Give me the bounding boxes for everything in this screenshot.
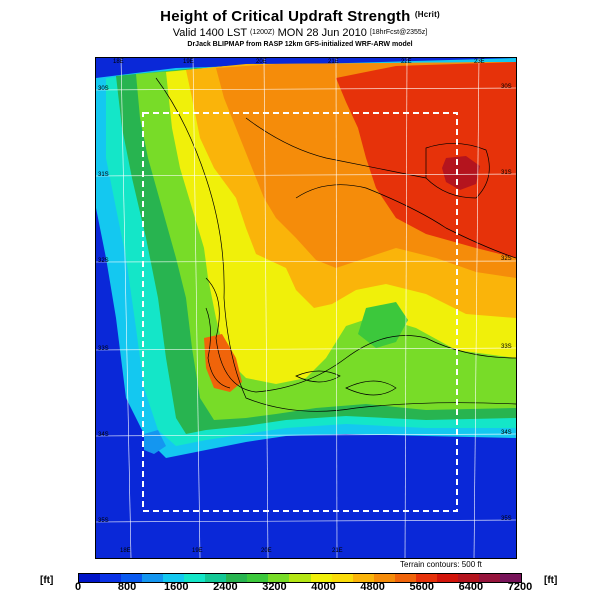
color-swatch (142, 574, 164, 582)
forecast-map: 18E 19E 20E 21E 22E 23E 18E 19E 20E 21E … (95, 57, 517, 559)
color-scale-tick-label: 1600 (163, 581, 189, 593)
color-swatch (247, 574, 269, 582)
colorbar-unit-left: [ft] (40, 575, 54, 586)
title-text: Height of Critical Updraft Strength (160, 8, 411, 25)
lon-label-bottom: 18E (120, 548, 131, 554)
color-swatch (457, 574, 479, 582)
mountain-warm-pocket (204, 334, 242, 392)
land-darkred-core (442, 156, 480, 190)
color-scale-tick-label: 6400 (458, 581, 484, 593)
color-scale-tick-label: 7200 (507, 581, 533, 593)
lat-label-right: 31S (501, 170, 512, 176)
lon-label-bottom: 21E (332, 548, 343, 554)
lon-label-top: 18E (113, 59, 124, 65)
color-swatch (478, 574, 500, 582)
title-unit: (Hcrit) (414, 10, 440, 19)
color-scale-bar (78, 573, 522, 583)
color-swatch (163, 574, 185, 582)
lat-lon-grid (96, 58, 516, 558)
terrain-contour-note: Terrain contours: 500 ft (400, 560, 482, 569)
lat-label-right: 32S (501, 256, 512, 262)
color-scale-tick-label: 0 (74, 581, 82, 593)
color-swatch (184, 574, 206, 582)
model-credit: DrJack BLIPMAP from RASP 12km GFS-initia… (187, 41, 413, 48)
lon-label-top: 22E (401, 59, 412, 65)
color-scale-tick-label: 4000 (311, 581, 336, 593)
lat-label-left: 33S (98, 346, 109, 352)
lat-label-right: 33S (501, 344, 512, 350)
color-scale-tick-label: 4800 (360, 581, 385, 593)
valid-prefix: Valid 1400 LST (172, 27, 247, 39)
map-title: Height of Critical Updraft Strength (Hcr… (0, 8, 600, 25)
lat-label-left: 30S (98, 86, 109, 92)
color-scale-tick-label: 3200 (262, 581, 287, 593)
domain-boundary (142, 112, 458, 512)
color-swatch (121, 574, 143, 582)
lon-label-top: 20E (256, 59, 267, 65)
color-swatch (436, 574, 458, 582)
lat-label-right: 35S (501, 516, 512, 522)
lat-label-left: 35S (98, 518, 109, 524)
valid-date: MON 28 Jun 2010 (277, 27, 367, 39)
color-swatch (394, 574, 416, 582)
lat-label-right: 30S (501, 84, 512, 90)
color-swatch (289, 574, 311, 582)
color-swatch (205, 574, 227, 582)
color-swatch (79, 574, 101, 582)
lat-label-left: 34S (98, 432, 109, 438)
color-swatch (310, 574, 332, 582)
color-scale-tick-label: 800 (117, 581, 137, 593)
lat-label-left: 32S (98, 258, 109, 264)
color-scale-tick-label: 5600 (409, 581, 435, 593)
lon-label-bottom: 19E (192, 548, 203, 554)
lon-label-top: 23E (474, 59, 485, 65)
color-swatch (373, 574, 395, 582)
lat-label-left: 31S (98, 172, 109, 178)
map-field (96, 58, 516, 558)
color-swatch (499, 574, 521, 582)
color-swatch (268, 574, 290, 582)
color-swatch (352, 574, 374, 582)
lon-label-top: 21E (328, 59, 339, 65)
valid-time-line: Valid 1400 LST (1200Z) MON 28 Jun 2010 [… (0, 27, 600, 39)
colorbar-unit-right: [ft] (544, 575, 558, 586)
color-scale-tick-label: 2400 (213, 581, 238, 593)
lon-label-top: 19E (183, 59, 194, 65)
color-swatch (100, 574, 122, 582)
lat-label-right: 34S (501, 430, 512, 436)
color-swatch (415, 574, 437, 582)
color-swatch (226, 574, 248, 582)
valid-time-z: (1200Z) (250, 29, 275, 36)
terrain-contours (155, 77, 516, 412)
lon-label-bottom: 20E (261, 548, 272, 554)
forecast-note: [18hrFcst@2355z] (369, 29, 428, 36)
color-swatch (331, 574, 353, 582)
